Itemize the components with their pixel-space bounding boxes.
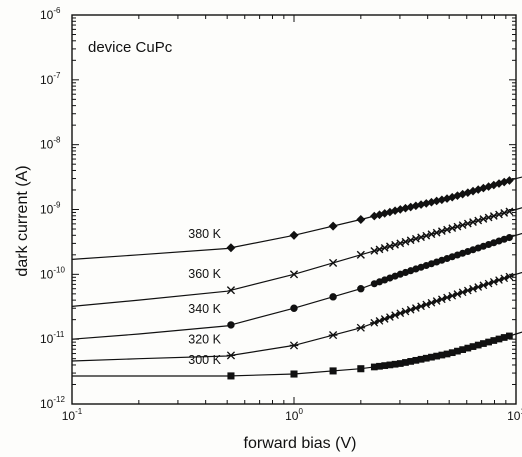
x-tick-label-base: 10 [507,409,521,423]
data-point-circle [329,293,337,301]
series-label: 360 K [188,267,221,281]
data-point-cross [453,222,462,231]
data-point-square [227,372,235,380]
series-label: 340 K [188,302,221,316]
data-point-cross [469,218,477,226]
y-tick-label-base: 10 [40,332,54,346]
x-tick-label-base: 10 [285,409,299,423]
y-tick-label-base: 10 [40,397,54,411]
data-point-cross [417,233,425,242]
data-point-cross [411,234,420,243]
data-point-cross [385,242,394,251]
data-point-circle [505,233,513,242]
data-point-cross [484,213,493,222]
data-point-asterisk [505,272,514,281]
x-tick-label-exponent: 1 [520,407,522,416]
y-tick-label-base: 10 [40,267,54,281]
data-point-cross [356,250,365,259]
x-tick-label: 101 [507,407,522,423]
data-point-cross [474,216,483,225]
data-point-asterisk [289,341,299,350]
data-point-asterisk [226,351,236,360]
x-tick-label: 100 [285,407,303,423]
y-tick-label-base: 10 [40,73,54,87]
data-point-cross [289,270,299,279]
series-label: 320 K [188,332,221,346]
y-tick-label-exponent: -7 [53,71,61,80]
y-tick-label-base: 10 [40,8,54,22]
y-tick-label: 10-12 [40,395,65,411]
y-tick-label: 10-6 [40,6,61,22]
data-point-diamond [289,230,299,240]
data-point-cross [458,221,467,229]
series-label: 380 K [188,227,221,241]
data-point-square [290,370,298,378]
x-axis-title: forward bias (V) [244,435,357,452]
data-point-cross [432,228,441,237]
data-point-cross [328,258,338,268]
data-point-cross [375,245,384,254]
y-tick-label: 10-8 [40,136,61,152]
data-point-square [357,365,365,373]
data-point-cross [401,237,410,246]
y-tick-label-exponent: -12 [53,395,65,404]
y-tick-label-exponent: -8 [53,136,61,145]
device-annotation: device CuPc [88,39,173,56]
data-point-asterisk [356,323,366,332]
y-tick-label-exponent: -6 [53,6,61,15]
data-point-cross [422,231,431,240]
data-point-cross [489,212,498,220]
data-point-cross [380,243,389,252]
data-point-cross [463,219,472,228]
data-point-cross [226,286,236,295]
series-label: 300 K [188,353,221,367]
data-point-circle [357,285,365,293]
y-tick-label-base: 10 [40,203,54,217]
data-point-cross [427,230,436,239]
y-tick-label: 10-7 [40,71,61,87]
data-point-cross [505,207,514,216]
data-point-cross [406,236,415,245]
data-point-circle [227,321,235,329]
x-tick-label-exponent: 0 [298,407,303,416]
data-point-cross [448,224,457,233]
data-point-diamond [328,221,338,231]
x-tick-label-base: 10 [62,409,76,423]
data-point-diamond [226,243,236,253]
data-point-cross [479,215,488,223]
y-tick-label: 10-9 [40,201,61,217]
data-point-cross [370,246,379,255]
y-tick-label-exponent: -10 [53,265,65,274]
data-point-asterisk [328,331,338,340]
data-point-cross [495,210,503,219]
x-tick-label-exponent: -1 [75,407,83,416]
y-tick-label: 10-11 [40,330,65,346]
data-point-circle [290,304,298,312]
y-tick-label: 10-10 [40,265,65,281]
data-point-cross [396,239,405,248]
y-axis-title: dark current (A) [14,165,31,276]
data-point-square [506,332,513,340]
data-point-diamond [505,176,514,185]
y-tick-label-exponent: -9 [53,201,61,210]
data-point-cross [500,209,509,217]
data-point-square [329,367,337,375]
data-point-cross [443,225,451,234]
x-tick-label: 10-1 [62,407,83,423]
data-point-diamond [356,215,366,225]
data-point-cross [391,240,399,249]
data-point-cross [437,227,446,236]
y-tick-label-exponent: -11 [53,330,65,339]
y-tick-label-base: 10 [40,138,54,152]
